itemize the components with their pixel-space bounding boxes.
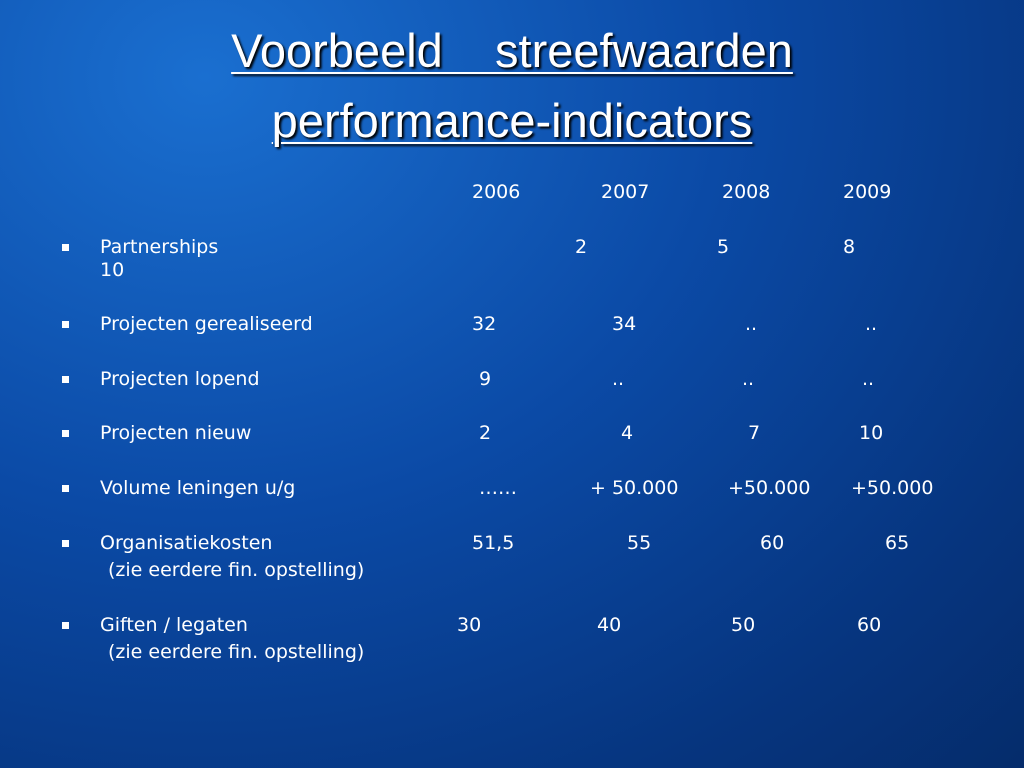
row-note: (zie eerdere fin. opstelling) [108, 641, 365, 663]
cell: 55 [627, 532, 652, 554]
bullet [62, 622, 69, 629]
column-header: 2007 [601, 181, 650, 203]
cell: 10 [100, 259, 125, 281]
row-label: Projecten gerealiseerd [100, 313, 313, 335]
cell: .. [865, 313, 878, 335]
cell: 4 [621, 422, 634, 444]
cell: .. [862, 368, 875, 390]
bullet [62, 485, 69, 492]
cell: 5 [717, 236, 730, 258]
row-label: Organisatiekosten [100, 532, 273, 554]
cell: 7 [748, 422, 761, 444]
cell: 2 [575, 236, 588, 258]
cell: 60 [760, 532, 785, 554]
title-line: performance-indicators [271, 94, 753, 147]
cell: +50.000 [851, 477, 934, 499]
row-label: Projecten nieuw [100, 422, 252, 444]
column-header: 2009 [843, 181, 892, 203]
cell: +50.000 [728, 477, 811, 499]
cell: 60 [857, 614, 882, 636]
row-label: Giften / legaten [100, 614, 248, 636]
cell: 9 [479, 368, 492, 390]
cell: 40 [597, 614, 622, 636]
cell: 65 [885, 532, 910, 554]
cell: 50 [731, 614, 756, 636]
bullet [62, 540, 69, 547]
cell: + 50.000 [590, 477, 679, 499]
cell: 34 [612, 313, 637, 335]
cell: 2 [479, 422, 492, 444]
row-label: Volume leningen u/g [100, 477, 296, 499]
title-line: Voorbeeld streefwaarden [231, 24, 793, 77]
bullet [62, 244, 69, 251]
cell: .. [742, 368, 755, 390]
row-label: Projecten lopend [100, 368, 260, 390]
cell: 32 [472, 313, 497, 335]
bullet [62, 430, 69, 437]
cell: .. [612, 368, 625, 390]
column-header: 2006 [472, 181, 521, 203]
bullet [62, 376, 69, 383]
cell: 30 [457, 614, 482, 636]
cell: 51,5 [472, 532, 515, 554]
cell: .. [745, 313, 758, 335]
row-note: (zie eerdere fin. opstelling) [108, 559, 365, 581]
row-label: Partnerships [100, 236, 219, 258]
cell: 10 [859, 422, 884, 444]
cell: …… [479, 477, 517, 499]
cell: 8 [843, 236, 856, 258]
column-header: 2008 [722, 181, 771, 203]
bullet [62, 321, 69, 328]
